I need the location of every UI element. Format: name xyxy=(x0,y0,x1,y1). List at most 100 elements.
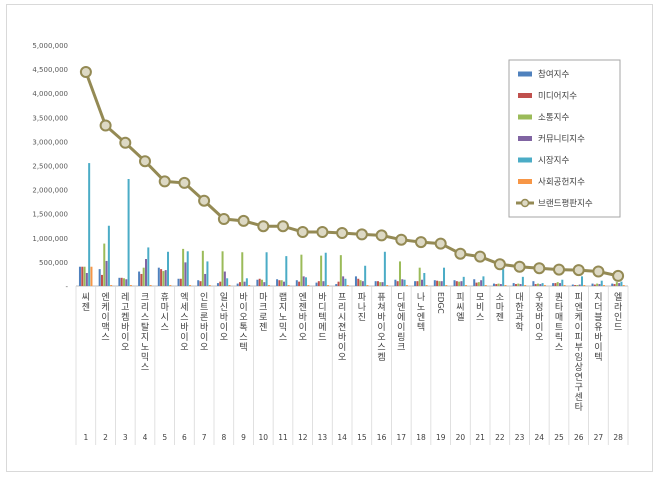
bar-사회공헌지수-27 xyxy=(603,285,606,286)
bar-소통지수-25 xyxy=(556,282,559,286)
bar-소통지수-17 xyxy=(398,261,401,286)
legend-swatch xyxy=(518,93,532,98)
bar-시장지수-15 xyxy=(364,265,367,286)
bar-미디어지수-14 xyxy=(337,281,340,286)
x-rank-label: 6 xyxy=(182,433,187,442)
bar-시장지수-7 xyxy=(206,261,209,286)
bar-사회공헌지수-7 xyxy=(208,285,211,286)
bar-소통지수-28 xyxy=(615,282,618,286)
bar-참여지수-7 xyxy=(197,280,200,286)
x-rank-label: 8 xyxy=(221,433,226,442)
bar-참여지수-11 xyxy=(276,279,279,286)
bar-커뮤니티지수-23 xyxy=(519,284,522,286)
bar-커뮤니티지수-2 xyxy=(105,260,108,286)
legend-label: 미디어지수 xyxy=(538,91,577,102)
x-rank-label: 23 xyxy=(515,433,525,442)
bar-커뮤니티지수-18 xyxy=(421,279,423,286)
y-tick-label: 5,000,000 xyxy=(32,42,68,50)
bar-커뮤니티지수-11 xyxy=(283,281,285,286)
x-rank-label: 16 xyxy=(377,433,387,442)
legend-label: 참여지수 xyxy=(538,69,569,80)
x-rank-label: 15 xyxy=(357,433,367,442)
bar-시장지수-13 xyxy=(324,252,327,286)
bar-시장지수-1 xyxy=(88,163,91,286)
bar-소통지수-6 xyxy=(182,248,185,286)
bar-시장지수-18 xyxy=(423,272,426,286)
bar-미디어지수-9 xyxy=(238,282,241,286)
bar-참여지수-28 xyxy=(611,283,614,286)
bar-커뮤니티지수-22 xyxy=(499,284,502,286)
bar-시장지수-22 xyxy=(502,269,505,286)
bar-시장지수-20 xyxy=(462,276,465,286)
bar-사회공헌지수-3 xyxy=(129,285,132,286)
bar-참여지수-20 xyxy=(453,280,456,286)
brand-index-point-26 xyxy=(572,264,585,277)
bar-미디어지수-18 xyxy=(416,281,419,286)
bar-미디어지수-20 xyxy=(455,281,458,286)
bar-사회공헌지수-1 xyxy=(90,266,93,286)
bar-참여지수-3 xyxy=(118,277,121,286)
bar-참여지수-8 xyxy=(216,283,219,286)
bar-소통지수-7 xyxy=(201,250,204,286)
brand-index-point-24 xyxy=(533,262,546,275)
legend-swatch xyxy=(518,157,532,163)
bar-사회공헌지수-19 xyxy=(445,285,448,286)
bar-사회공헌지수-23 xyxy=(524,285,527,286)
bar-참여지수-15 xyxy=(354,276,357,286)
brand-index-point-19 xyxy=(434,237,447,250)
x-rank-label: 25 xyxy=(554,433,564,442)
legend-swatch xyxy=(518,114,532,120)
brand-index-point-2 xyxy=(99,119,112,132)
bar-미디어지수-4 xyxy=(140,273,143,286)
brand-index-point-18 xyxy=(415,236,427,249)
bar-소통지수-1 xyxy=(83,266,86,286)
bar-참여지수-27 xyxy=(591,283,594,286)
legend-box xyxy=(508,59,621,218)
bar-소통지수-19 xyxy=(438,281,441,286)
brand-index-point-3 xyxy=(119,136,132,149)
bar-커뮤니티지수-20 xyxy=(460,281,463,286)
bar-사회공헌지수-22 xyxy=(504,285,507,286)
x-rank-label: 4 xyxy=(143,433,148,442)
bar-미디어지수-28 xyxy=(613,284,616,286)
x-rank-label: 1 xyxy=(83,433,88,442)
bar-소통지수-8 xyxy=(221,251,224,286)
bar-사회공헌지수-26 xyxy=(583,285,586,286)
x-rank-label: 27 xyxy=(594,433,604,442)
bar-참여지수-23 xyxy=(512,283,515,286)
x-category-label: EDGC xyxy=(436,292,445,314)
y-tick-label: 4,000,000 xyxy=(32,90,68,98)
bar-소통지수-4 xyxy=(142,267,145,286)
bar-사회공헌지수-20 xyxy=(465,285,468,286)
bar-시장지수-11 xyxy=(285,256,288,286)
y-tick-label: 3,500,000 xyxy=(32,114,68,122)
bar-소통지수-21 xyxy=(477,282,480,286)
x-rank-label: 3 xyxy=(123,433,128,442)
bar-미디어지수-23 xyxy=(514,284,517,286)
bar-참여지수-5 xyxy=(157,267,160,286)
bar-시장지수-8 xyxy=(226,278,229,286)
brand-index-point-7 xyxy=(198,194,211,207)
bar-사회공헌지수-4 xyxy=(149,285,152,286)
bar-커뮤니티지수-7 xyxy=(204,273,207,286)
brand-index-point-11 xyxy=(277,220,289,233)
legend-swatch xyxy=(518,179,532,184)
bar-미디어지수-2 xyxy=(100,274,103,286)
bar-시장지수-10 xyxy=(265,252,268,286)
x-rank-label: 9 xyxy=(241,433,246,442)
brand-index-point-1 xyxy=(79,66,92,78)
bar-시장지수-21 xyxy=(482,276,485,286)
brand-index-point-16 xyxy=(375,229,388,242)
bar-미디어지수-13 xyxy=(317,281,320,286)
bar-커뮤니티지수-13 xyxy=(322,281,325,286)
bar-사회공헌지수-11 xyxy=(287,285,290,286)
bar-사회공헌지수-5 xyxy=(169,285,172,286)
bar-미디어지수-12 xyxy=(298,281,301,286)
